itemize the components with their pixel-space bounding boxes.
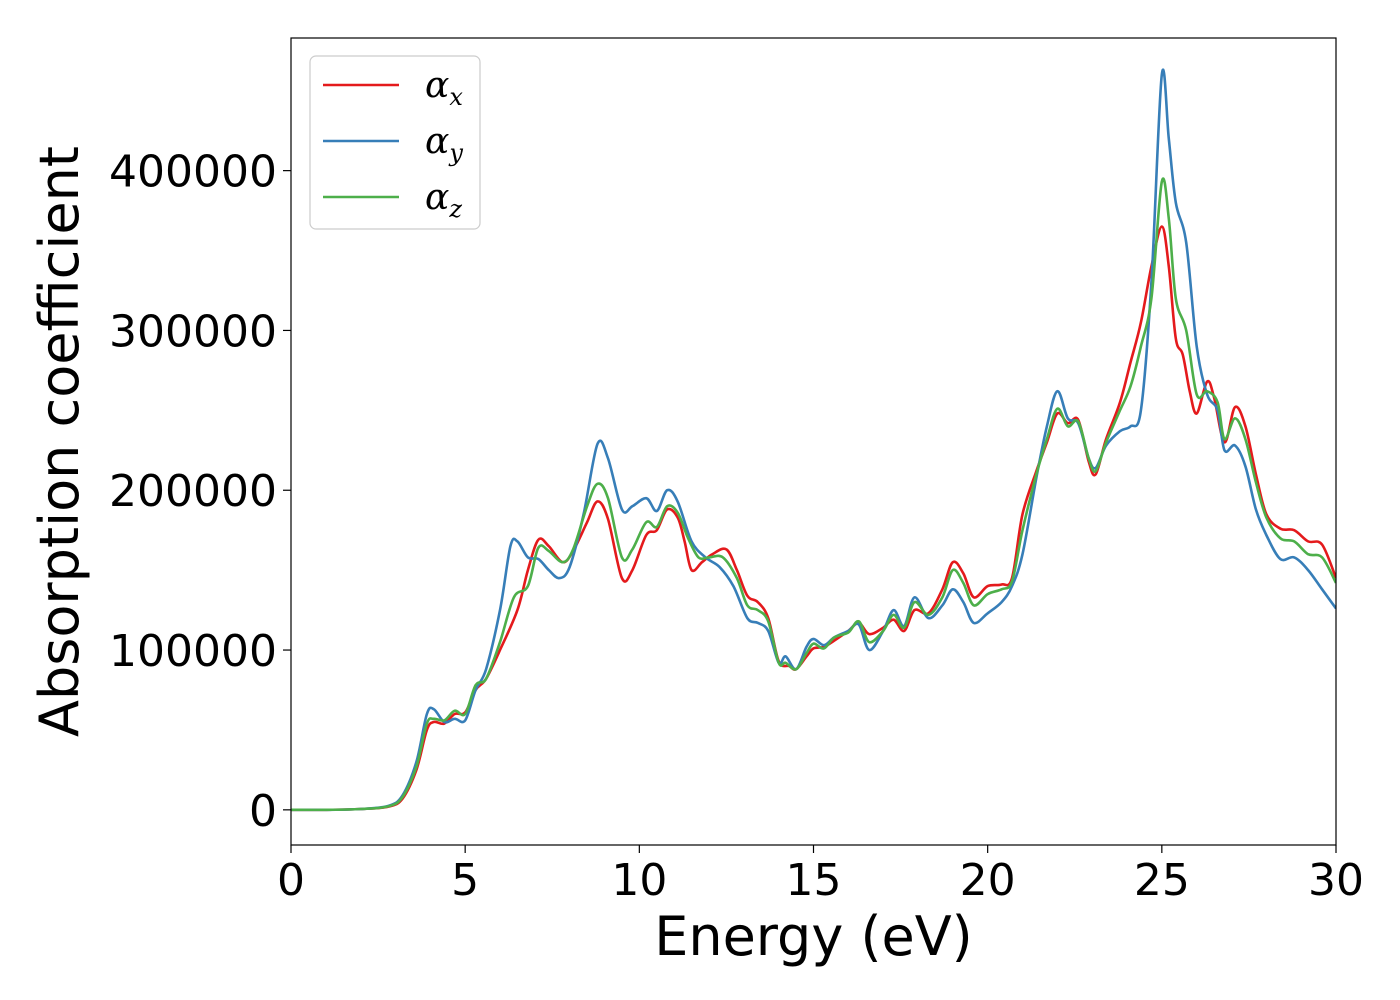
series-layer	[291, 68, 1336, 812]
y-tick-label: 300000	[109, 306, 277, 357]
y-tick-label: 200000	[109, 466, 277, 517]
legend-label-x: αx	[425, 65, 463, 111]
y-tick-label: 0	[249, 786, 277, 837]
series-line-y	[291, 68, 1336, 812]
legend-box	[309, 55, 481, 230]
x-axis-label: Energy (eV)	[654, 905, 973, 968]
x-axis: 0 5 10 15 20 25 30	[277, 845, 1364, 906]
x-tick-label: 20	[960, 855, 1016, 906]
y-tick-label: 400000	[109, 147, 277, 198]
x-tick-label: 0	[277, 855, 305, 906]
x-tick-label: 25	[1134, 855, 1190, 906]
x-tick-label: 10	[611, 855, 667, 906]
x-tick-label: 5	[451, 855, 479, 906]
legend-label-y: αy	[425, 121, 463, 167]
y-axis-label: Absorption coefficient	[28, 146, 91, 737]
y-axis: 0 100000 200000 300000 400000	[109, 147, 291, 837]
series-line-z	[291, 177, 1336, 812]
x-tick-label: 15	[786, 855, 842, 906]
y-tick-label: 100000	[109, 626, 277, 677]
x-tick-label: 30	[1308, 855, 1364, 906]
